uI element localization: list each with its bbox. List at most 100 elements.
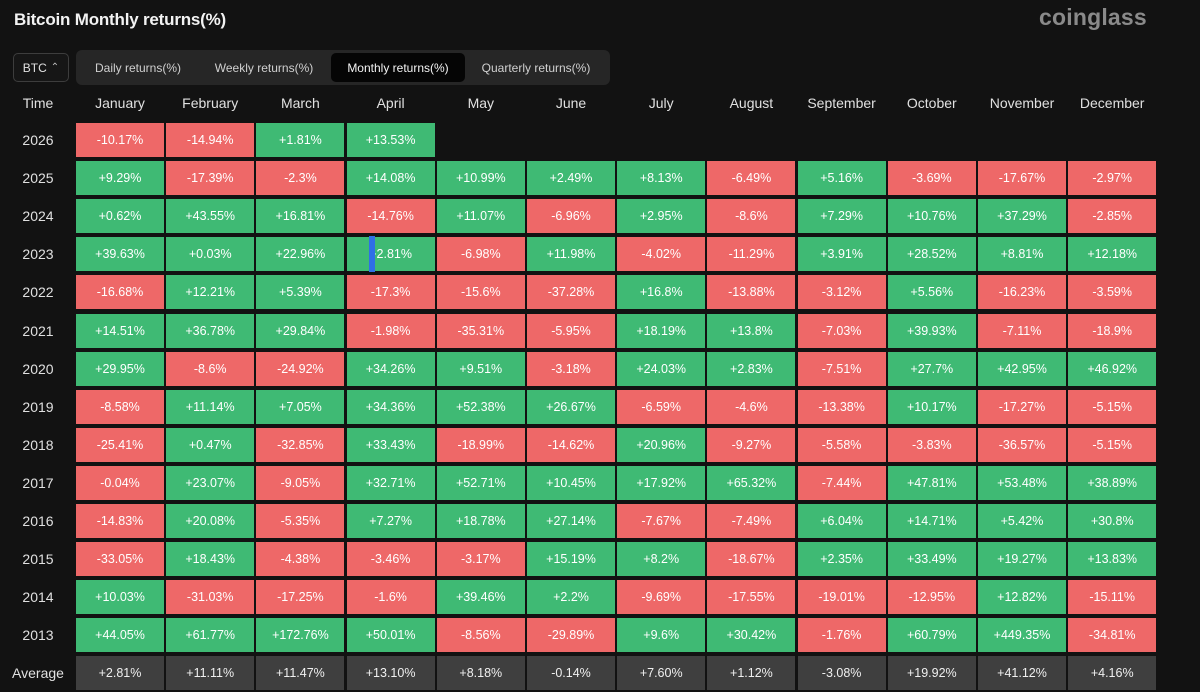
return-cell[interactable]: +11.14% (166, 389, 255, 424)
return-cell[interactable]: +12.82% (978, 580, 1066, 615)
return-cell[interactable]: +19.27% (978, 542, 1066, 577)
return-cell[interactable]: +42.95% (978, 351, 1066, 386)
return-cell[interactable]: -17.3% (346, 275, 435, 310)
return-cell[interactable]: -6.96% (527, 199, 615, 234)
return-cell[interactable]: -5.95% (527, 313, 615, 348)
return-cell[interactable]: +7.27% (346, 504, 435, 538)
return-cell[interactable]: -18.9% (1068, 313, 1157, 348)
return-cell[interactable]: +12.21% (166, 275, 255, 310)
return-cell[interactable]: -6.98% (436, 237, 525, 272)
return-cell[interactable]: -16.68% (76, 275, 164, 310)
return-cell[interactable]: -14.83% (76, 504, 164, 538)
return-cell[interactable]: -10.17% (76, 123, 164, 157)
return-cell[interactable]: +5.39% (256, 275, 345, 310)
return-cell[interactable]: +44.05% (76, 618, 164, 653)
return-cell[interactable]: +22.96% (256, 237, 345, 272)
return-cell[interactable]: +34.26% (346, 351, 435, 386)
return-cell[interactable]: +60.79% (887, 618, 976, 653)
return-cell[interactable]: -2.97% (1068, 161, 1157, 196)
return-cell[interactable]: +6.04% (797, 504, 886, 538)
return-cell[interactable]: +33.49% (887, 542, 976, 577)
return-cell[interactable]: +23.07% (166, 465, 255, 500)
return-cell[interactable]: +12.18% (1068, 237, 1157, 272)
column-header-october[interactable]: October (906, 95, 957, 111)
return-cell[interactable]: +65.32% (707, 465, 796, 500)
column-header-september[interactable]: September (807, 95, 876, 111)
return-cell[interactable]: -14.62% (527, 427, 615, 462)
return-cell[interactable]: -6.49% (707, 161, 796, 196)
return-cell[interactable]: -18.67% (707, 542, 796, 577)
return-cell[interactable]: -14.76% (346, 199, 435, 234)
return-cell[interactable]: +2.83% (707, 351, 796, 386)
return-cell[interactable]: -17.27% (978, 389, 1066, 424)
return-cell[interactable]: +2.49% (527, 161, 615, 196)
return-cell[interactable]: +10.03% (76, 580, 164, 615)
return-cell[interactable]: -3.18% (527, 351, 615, 386)
return-cell[interactable]: +27.14% (527, 504, 615, 538)
return-cell[interactable]: -13.38% (797, 389, 886, 424)
return-cell[interactable]: +2.95% (617, 199, 706, 234)
return-cell[interactable]: +10.99% (436, 161, 525, 196)
column-header-february[interactable]: February (182, 95, 239, 111)
return-cell[interactable]: +18.43% (166, 542, 255, 577)
return-cell[interactable]: -15.6% (436, 275, 525, 310)
return-cell[interactable]: +47.81% (887, 465, 976, 500)
return-cell[interactable]: -9.69% (617, 580, 706, 615)
coin-select[interactable]: BTC ⌃ (13, 53, 69, 82)
return-cell[interactable]: -11.29% (707, 237, 796, 272)
column-header-december[interactable]: December (1079, 95, 1145, 111)
column-header-august[interactable]: August (729, 95, 774, 111)
return-cell[interactable]: -14.94% (166, 123, 255, 157)
return-cell[interactable]: +24.03% (617, 351, 706, 386)
return-cell[interactable]: +17.92% (617, 465, 706, 500)
return-cell[interactable]: -3.69% (887, 161, 976, 196)
return-cell[interactable]: +14.08% (346, 161, 435, 196)
return-cell[interactable]: -7.03% (797, 313, 886, 348)
return-cell[interactable]: +0.03% (166, 237, 255, 272)
return-cell[interactable]: +7.29% (797, 199, 886, 234)
tab-daily-returns[interactable]: Daily returns(%) (94, 60, 181, 75)
return-cell[interactable]: +9.51% (436, 351, 525, 386)
return-cell[interactable]: -15.11% (1068, 580, 1157, 615)
return-cell[interactable]: -17.39% (166, 161, 255, 196)
return-cell[interactable]: +26.67% (527, 389, 615, 424)
return-cell[interactable]: +37.29% (978, 199, 1066, 234)
return-cell[interactable]: +39.63% (76, 237, 164, 272)
return-cell[interactable]: -32.85% (256, 427, 345, 462)
return-cell[interactable]: -5.58% (797, 427, 886, 462)
return-cell[interactable]: -35.31% (436, 313, 525, 348)
return-cell[interactable]: +5.16% (797, 161, 886, 196)
return-cell[interactable]: +27.7% (887, 351, 976, 386)
return-cell[interactable]: -29.89% (527, 618, 615, 653)
return-cell[interactable]: -8.58% (76, 389, 164, 424)
return-cell[interactable]: -7.44% (797, 465, 886, 500)
return-cell[interactable]: +13.8% (707, 313, 796, 348)
return-cell[interactable]: -1.76% (797, 618, 886, 653)
return-cell[interactable]: +11.07% (436, 199, 525, 234)
return-cell[interactable]: +9.6% (617, 618, 706, 653)
return-cell[interactable]: -3.46% (346, 542, 435, 577)
return-cell[interactable]: -8.6% (707, 199, 796, 234)
column-header-march[interactable]: March (280, 95, 320, 111)
return-cell[interactable]: +46.92% (1068, 351, 1157, 386)
return-cell[interactable]: +3.91% (797, 237, 886, 272)
return-cell[interactable]: -3.59% (1068, 275, 1157, 310)
return-cell[interactable]: +30.42% (707, 618, 796, 653)
return-cell[interactable]: +16.81% (256, 199, 345, 234)
return-cell[interactable]: +2.2% (527, 580, 615, 615)
return-cell[interactable]: +8.13% (617, 161, 706, 196)
return-cell[interactable]: -5.35% (256, 504, 345, 538)
return-cell[interactable]: +10.76% (887, 199, 976, 234)
return-cell[interactable]: +53.48% (978, 465, 1066, 500)
return-cell[interactable]: +172.76% (256, 618, 345, 653)
return-cell[interactable]: +14.71% (887, 504, 976, 538)
return-cell[interactable]: -19.01% (797, 580, 886, 615)
return-cell[interactable]: +29.95% (76, 351, 164, 386)
return-cell[interactable]: -8.56% (436, 618, 525, 653)
return-cell[interactable]: +15.19% (527, 542, 615, 577)
return-cell[interactable]: +9.29% (76, 161, 164, 196)
return-cell[interactable]: +10.45% (527, 465, 615, 500)
return-cell[interactable]: -5.15% (1068, 427, 1157, 462)
return-cell[interactable]: +0.62% (76, 199, 164, 234)
return-cell[interactable]: -37.28% (527, 275, 615, 310)
